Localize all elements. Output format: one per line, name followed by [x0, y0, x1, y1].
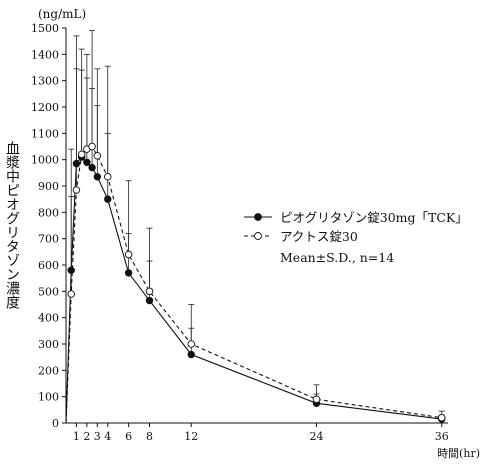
plot-area	[65, 30, 446, 424]
series-1-point	[67, 266, 75, 274]
y-tick-label: 1400	[31, 48, 59, 61]
series-2-line	[65, 145, 442, 424]
series-2-point	[312, 395, 321, 404]
series-2-point	[187, 340, 195, 348]
y-tick-label: 300	[38, 338, 59, 351]
y-tick-label: 900	[38, 180, 59, 193]
x-tick-label: 24	[309, 430, 323, 443]
legend-note: Mean±S.D., n=14	[280, 250, 394, 265]
y-tick-label: 1300	[31, 75, 59, 88]
y-axis: 0 100 200 300 400 500 600 700 800 900 1000 1100 1200…	[31, 22, 67, 430]
x-axis-label: 時間(hr)	[437, 447, 480, 460]
series-2-point	[77, 150, 86, 159]
legend-series-2-label: アクトス錠30	[280, 229, 358, 244]
y-tick-label: 1000	[31, 154, 59, 167]
series-1-point	[187, 350, 195, 359]
y-tick-label: 0	[52, 417, 59, 430]
x-tick-label: 12	[184, 430, 198, 443]
x-tick-label: 36	[435, 430, 449, 443]
y-tick-label: 400	[38, 312, 59, 325]
series-1-point	[83, 158, 91, 166]
x-axis: 1 2 3 4 6 8 12 24 36	[66, 422, 449, 443]
y-tick-label: 1100	[31, 127, 59, 140]
y-tick-label: 800	[38, 206, 59, 219]
series-1-point	[93, 173, 102, 181]
x-tick-label: 2	[83, 430, 90, 443]
series-2-point	[437, 413, 446, 422]
y-unit-label: (ng/mL)	[38, 7, 86, 21]
y-tick-label: 200	[38, 364, 59, 377]
y-tick-label: 1500	[31, 22, 59, 35]
series-1-point	[88, 163, 96, 172]
series-1-point	[104, 195, 112, 203]
series-1-point	[145, 296, 154, 305]
y-tick-label: 600	[38, 259, 59, 272]
y-axis-label: 血漿中ピオグリタゾン濃度	[4, 141, 20, 309]
series-1-point	[72, 159, 81, 168]
legend-swatch-series-2-marker	[254, 232, 262, 240]
x-tick-label: 4	[104, 430, 111, 443]
series-2-point	[72, 186, 81, 194]
series-2-point	[103, 173, 112, 181]
x-tick-label: 3	[94, 430, 101, 443]
y-tick-label: 700	[38, 233, 59, 246]
y-tick-label: 1200	[31, 101, 59, 114]
series-2-point	[88, 142, 96, 151]
x-tick-label: 8	[146, 430, 153, 443]
x-tick-label: 6	[125, 430, 132, 443]
series-1-line	[65, 156, 442, 424]
y-tick-label: 500	[38, 285, 59, 298]
series-2-point	[145, 287, 154, 296]
legend: ピオグリタゾン錠30mg「TCK」 アクトス錠30 Mean±S.D., n=1…	[244, 210, 468, 265]
series-1-point	[124, 269, 133, 277]
series-2-point	[93, 151, 102, 160]
series-2-point	[124, 250, 133, 259]
x-tick-label: 1	[73, 430, 80, 443]
y-tick-label: 100	[38, 391, 59, 404]
series-2-point	[67, 290, 75, 298]
legend-series-1-label: ピオグリタゾン錠30mg「TCK」	[280, 210, 468, 225]
legend-swatch-series-1-marker	[254, 213, 262, 221]
